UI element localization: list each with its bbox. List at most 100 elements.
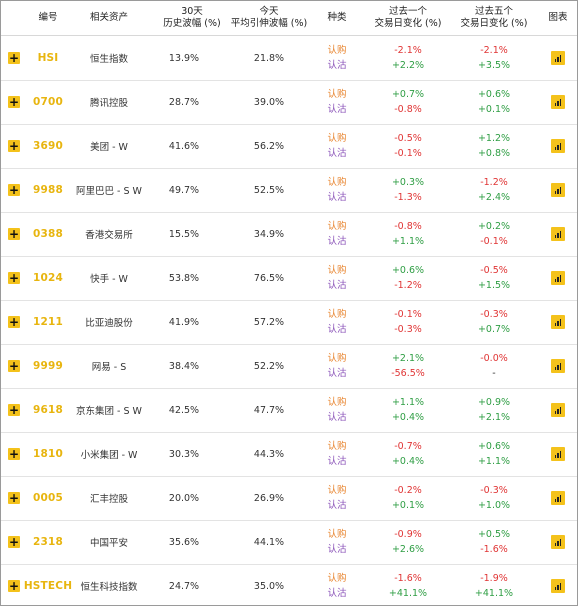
row-change-1d: +0.3% -1.3% — [363, 168, 453, 212]
put-label: 认沽 — [327, 60, 347, 71]
plus-icon[interactable]: + — [8, 139, 20, 153]
plus-icon[interactable]: + — [8, 183, 20, 197]
bar-chart-icon[interactable] — [551, 95, 565, 109]
row-asset: 比亚迪股份 — [85, 318, 133, 329]
put-label: 认沽 — [327, 368, 347, 379]
row-code[interactable]: 1024 — [32, 272, 64, 284]
row-change-5d: +0.5% -1.6% — [449, 520, 539, 564]
chart-cell — [541, 124, 575, 168]
plus-icon[interactable]: + — [8, 271, 20, 285]
row-code[interactable]: 9618 — [32, 404, 64, 416]
bar-chart-icon[interactable] — [551, 271, 565, 285]
row-hist-vol: 28.7% — [168, 96, 200, 108]
change-1d-call: +0.7% — [391, 89, 425, 100]
row-code[interactable]: 1810 — [32, 448, 64, 460]
plus-icon[interactable]: + — [8, 315, 20, 329]
change-5d-put: +2.1% — [477, 412, 511, 423]
bar-chart-icon[interactable] — [551, 403, 565, 417]
row-code[interactable]: 0005 — [32, 492, 64, 504]
row-change-5d: -0.0% - — [449, 344, 539, 388]
row-code[interactable]: HSTECH — [23, 580, 73, 592]
row-change-1d: -2.1% +2.2% — [363, 36, 453, 80]
change-1d-put: -56.5% — [391, 368, 425, 379]
row-hist-vol: 13.9% — [168, 52, 200, 64]
table-row: +0700 腾讯控股 28.7% 39.0% 认购 认沽 +0.7% -0.8% +0.6% +0… — [1, 80, 577, 125]
plus-icon[interactable]: + — [8, 535, 20, 549]
row-code[interactable]: 0700 — [32, 96, 64, 108]
chart-cell — [541, 256, 575, 300]
row-code[interactable]: 9999 — [32, 360, 64, 372]
change-1d-put: +41.1% — [388, 588, 428, 599]
row-code[interactable]: 9988 — [32, 184, 64, 196]
row-hist-vol: 49.7% — [168, 184, 200, 196]
row-hist-vol: 42.5% — [168, 404, 200, 416]
plus-icon[interactable]: + — [8, 491, 20, 505]
header-impl-vol: 今天 平均引伸波幅 (%) — [230, 6, 308, 29]
bar-chart-icon[interactable] — [551, 491, 565, 505]
table-row: +9999 网易 - S 38.4% 52.2% 认购 认沽 +2.1% -56.5% -0.0… — [1, 344, 577, 389]
row-asset: 快手 - W — [90, 274, 128, 285]
put-label: 认沽 — [327, 500, 347, 511]
row-impl-vol: 56.2% — [253, 140, 285, 152]
call-label: 认购 — [327, 441, 347, 452]
change-5d-put: +41.1% — [474, 588, 514, 599]
bar-chart-icon[interactable] — [551, 51, 565, 65]
change-5d-call: -1.2% — [480, 177, 508, 188]
bar-chart-icon[interactable] — [551, 139, 565, 153]
plus-icon[interactable]: + — [8, 447, 20, 461]
plus-icon[interactable]: + — [8, 403, 20, 417]
change-5d-put: +1.0% — [477, 500, 511, 511]
put-label: 认沽 — [327, 412, 347, 423]
bar-chart-icon[interactable] — [551, 359, 565, 373]
bar-chart-icon[interactable] — [551, 183, 565, 197]
row-asset: 阿里巴巴 - S W — [76, 186, 142, 197]
change-5d-call: +0.5% — [477, 529, 511, 540]
plus-icon[interactable]: + — [8, 359, 20, 373]
change-1d-put: -1.2% — [394, 280, 422, 291]
call-label: 认购 — [327, 353, 347, 364]
row-impl-vol: 52.5% — [253, 184, 285, 196]
header-hist-vol: 30天 历史波幅 (%) — [163, 6, 221, 29]
change-5d-call: -2.1% — [480, 45, 508, 56]
change-5d-put: -1.6% — [480, 544, 508, 555]
plus-icon[interactable]: + — [8, 227, 20, 241]
bar-chart-icon[interactable] — [551, 315, 565, 329]
row-impl-vol: 21.8% — [253, 52, 285, 64]
row-code[interactable]: HSI — [37, 52, 59, 64]
change-1d-call: -0.9% — [394, 529, 422, 540]
table-row: +1024 快手 - W 53.8% 76.5% 认购 认沽 +0.6% -1.2% -0.5%… — [1, 256, 577, 301]
row-type: 认购 认沽 — [317, 344, 357, 388]
row-code[interactable]: 3690 — [32, 140, 64, 152]
row-asset: 网易 - S — [91, 362, 127, 373]
plus-icon[interactable]: + — [8, 95, 20, 109]
row-impl-vol: 47.7% — [253, 404, 285, 416]
expand-cell: + — [5, 476, 23, 520]
row-change-5d: +0.9% +2.1% — [449, 388, 539, 432]
expand-cell: + — [5, 36, 23, 80]
plus-icon[interactable]: + — [8, 51, 20, 65]
change-5d-put: +0.7% — [477, 324, 511, 335]
bar-chart-icon[interactable] — [551, 227, 565, 241]
put-label: 认沽 — [327, 588, 347, 599]
call-label: 认购 — [327, 309, 347, 320]
row-code[interactable]: 0388 — [32, 228, 64, 240]
header-code: 编号 — [38, 12, 58, 23]
row-asset: 京东集团 - S W — [76, 406, 142, 417]
row-impl-vol: 34.9% — [253, 228, 285, 240]
row-code[interactable]: 1211 — [32, 316, 64, 328]
row-hist-vol: 30.3% — [168, 448, 200, 460]
row-hist-vol: 41.6% — [168, 140, 200, 152]
bar-chart-icon[interactable] — [551, 535, 565, 549]
put-label: 认沽 — [327, 544, 347, 555]
row-change-1d: -0.5% -0.1% — [363, 124, 453, 168]
row-hist-vol: 24.7% — [168, 580, 200, 592]
bar-chart-icon[interactable] — [551, 447, 565, 461]
bar-chart-icon[interactable] — [551, 579, 565, 593]
change-1d-put: +2.6% — [391, 544, 425, 555]
plus-icon[interactable]: + — [8, 579, 20, 593]
row-asset: 香港交易所 — [85, 230, 133, 241]
row-hist-vol: 35.6% — [168, 536, 200, 548]
row-code[interactable]: 2318 — [32, 536, 64, 548]
change-5d-call: -0.3% — [480, 309, 508, 320]
